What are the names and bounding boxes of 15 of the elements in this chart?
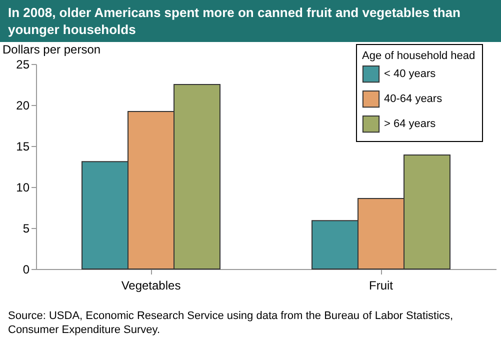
y-axis-title: Dollars per person bbox=[2, 42, 101, 56]
y-tick-label: 15 bbox=[16, 140, 30, 154]
y-tick-label: 10 bbox=[16, 180, 30, 194]
y-tick-label: 25 bbox=[16, 58, 30, 72]
x-tick-label: Vegetables bbox=[121, 278, 181, 292]
chart-title: In 2008, older Americans spent more on canned fruit and vegetables than younger households bbox=[0, 0, 501, 42]
legend-title: Age of household head bbox=[362, 50, 476, 62]
legend-label: 40-64 years bbox=[384, 93, 443, 105]
y-tick-label: 20 bbox=[16, 98, 30, 112]
source-note: Source: USDA, Economic Research Service using data from the Bureau of Labor Statistics, Consumer Expenditure Survey. bbox=[8, 309, 454, 337]
legend-label: < 40 years bbox=[384, 68, 436, 80]
legend-label: > 64 years bbox=[384, 118, 436, 130]
y-tick-label: 5 bbox=[22, 222, 30, 236]
y-tick-label: 0 bbox=[22, 262, 30, 276]
x-tick-label: Fruit bbox=[369, 278, 394, 292]
